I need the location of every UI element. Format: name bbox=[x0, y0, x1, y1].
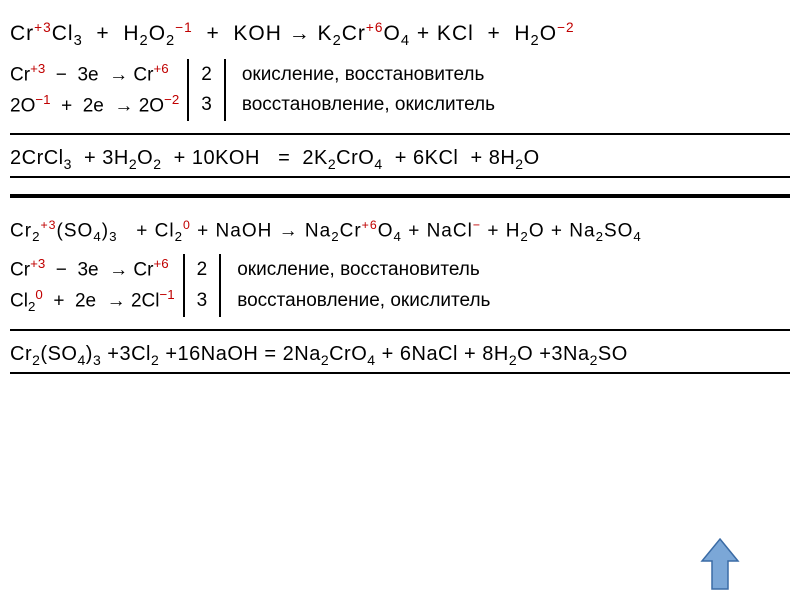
oxidation-label-2: окисление, восстановитель bbox=[237, 259, 490, 281]
unbalanced-equation-1: Cr+3Cl3 + H2O2−1 + KOH → K2Cr+6O4 + KCl … bbox=[10, 20, 790, 49]
separator-1a bbox=[10, 133, 790, 135]
separator-2b bbox=[10, 372, 790, 374]
half-reactions-left-2: Cr+3 − 3e → Cr+6 Cl20 + 2e → 2Cl−1 bbox=[10, 254, 175, 317]
coef-2a: 2 bbox=[197, 259, 208, 281]
label-column-2: окисление, восстановитель восстановление… bbox=[229, 254, 490, 317]
reduction-label-2: восстановление, окислитель bbox=[237, 290, 490, 312]
reduction-half-1: 2O−1 + 2e → 2O−2 bbox=[10, 90, 179, 121]
unbalanced-equation-2: Cr2+3(SO4)3 + Cl20 + NaOH → Na2Cr+6O4 + … bbox=[10, 218, 790, 244]
balanced-equation-2: Cr2(SO4)3 +3Cl2 +16NaOH = 2Na2CrO4 + 6Na… bbox=[10, 343, 790, 368]
separator-2a bbox=[10, 329, 790, 331]
reduction-half-2: Cl20 + 2e → 2Cl−1 bbox=[10, 285, 175, 317]
coef-1a: 2 bbox=[201, 64, 212, 86]
half-reactions-left-1: Cr+3 − 3e → Cr+6 2O−1 + 2e → 2O−2 bbox=[10, 59, 179, 121]
arrow-up-icon bbox=[700, 537, 740, 592]
half-reactions-2: Cr+3 − 3e → Cr+6 Cl20 + 2e → 2Cl−1 2 3 о… bbox=[10, 254, 790, 317]
separator-1b bbox=[10, 176, 790, 178]
divider-vert-1b bbox=[224, 59, 226, 121]
reaction-block-1: Cr+3Cl3 + H2O2−1 + KOH → K2Cr+6O4 + KCl … bbox=[10, 20, 790, 178]
coef-1b: 3 bbox=[201, 94, 212, 116]
oxidation-label-1: окисление, восстановитель bbox=[242, 64, 495, 86]
coefficient-column-2: 2 3 bbox=[193, 254, 212, 317]
oxidation-half-2: Cr+3 − 3e → Cr+6 bbox=[10, 254, 175, 285]
block-separator bbox=[10, 194, 790, 198]
divider-vert-1a bbox=[187, 59, 189, 121]
reduction-label-1: восстановление, окислитель bbox=[242, 94, 495, 116]
divider-vert-2b bbox=[219, 254, 221, 317]
oxidation-half-1: Cr+3 − 3e → Cr+6 bbox=[10, 59, 179, 90]
coefficient-column-1: 2 3 bbox=[197, 59, 216, 121]
divider-vert-2a bbox=[183, 254, 185, 317]
label-column-1: окисление, восстановитель восстановление… bbox=[234, 59, 495, 121]
balanced-equation-1: 2CrCl3 + 3H2O2 + 10KOH = 2K2CrO4 + 6KCl … bbox=[10, 147, 790, 172]
reaction-block-2: Cr2+3(SO4)3 + Cl20 + NaOH → Na2Cr+6O4 + … bbox=[10, 218, 790, 374]
coef-2b: 3 bbox=[197, 290, 208, 312]
half-reactions-1: Cr+3 − 3e → Cr+6 2O−1 + 2e → 2O−2 2 3 ок… bbox=[10, 59, 790, 121]
